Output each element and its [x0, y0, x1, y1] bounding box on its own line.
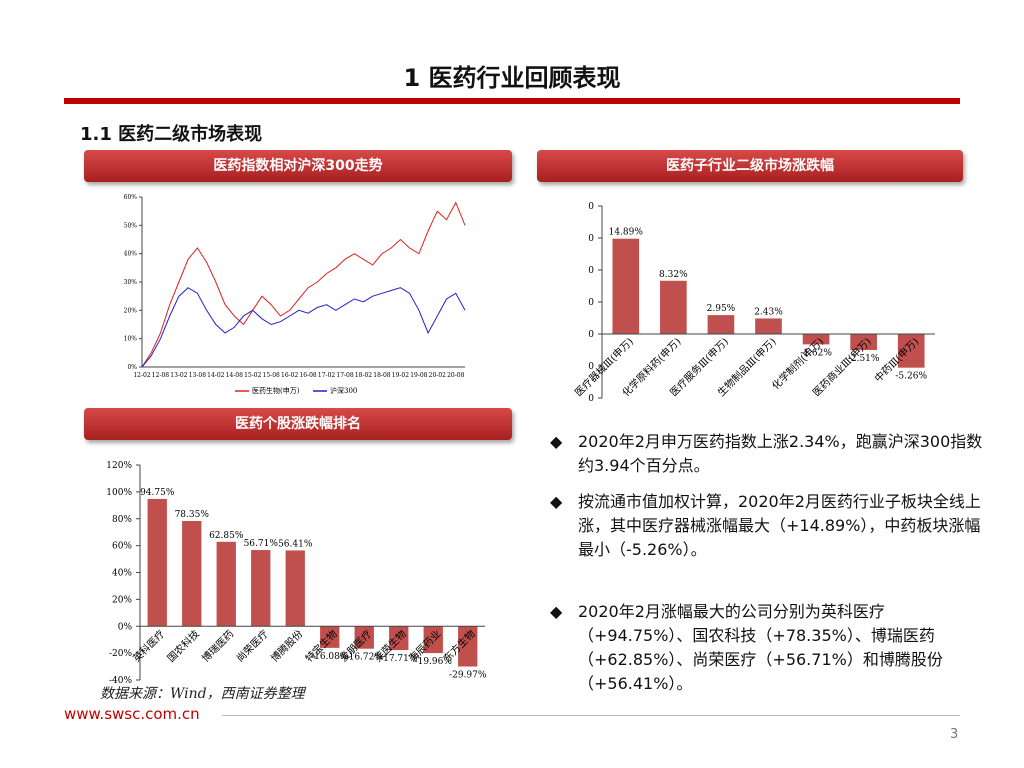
value-label: 2.43%	[754, 307, 783, 317]
legend-label: 沪深300	[330, 386, 357, 395]
value-label: 56.71%	[244, 539, 279, 549]
y-tick-label: 80%	[112, 515, 132, 525]
bar	[423, 626, 443, 654]
y-tick-label: 60%	[112, 542, 132, 552]
title-rule	[64, 98, 960, 104]
y-tick-label: 0	[588, 234, 594, 244]
x-tick-label: 19-02	[392, 372, 409, 379]
value-label: 56.41%	[278, 539, 313, 549]
bar	[755, 318, 782, 334]
x-tick-label: 16-08	[299, 372, 316, 379]
x-tick-label: 20-02	[429, 372, 446, 379]
y-tick-label: 0	[588, 330, 594, 340]
bar	[458, 626, 478, 667]
bar	[216, 541, 236, 627]
bar	[850, 334, 877, 351]
y-tick-label: 40%	[112, 569, 132, 579]
value-label: -2.51%	[848, 354, 880, 364]
y-tick-label: -20%	[109, 649, 132, 659]
source-note: 数据来源：Wind，西南证券整理	[100, 686, 305, 702]
x-tick-label: 16-02	[281, 372, 298, 379]
value-label: 94.75%	[140, 488, 175, 498]
x-tick-label: 12-02	[133, 372, 150, 379]
y-tick-label: 50%	[124, 222, 138, 229]
value-label: -5.26%	[895, 372, 927, 382]
bullet: 2020年2月涨幅最大的公司分别为英科医疗（+94.75%）、国农科技（+78.…	[550, 600, 988, 696]
y-tick-label: 0	[588, 394, 594, 404]
bar	[897, 334, 925, 368]
panel-header: 医药指数相对沪深300走势	[84, 150, 512, 182]
y-tick-label: 10%	[124, 336, 138, 343]
value-label: 62.85%	[209, 531, 244, 541]
y-tick-label: 0%	[118, 622, 133, 632]
bar	[285, 550, 305, 627]
x-tick-label: 19-08	[410, 372, 427, 379]
x-tick-label: 博腾股份	[268, 627, 305, 664]
x-tick-label: 英科医疗	[130, 627, 167, 664]
panel-header: 医药个股涨跌幅排名	[84, 408, 512, 440]
section-title: 1.1 医药二级市场表现	[80, 124, 263, 145]
value-label: -29.97%	[449, 671, 487, 681]
bar	[320, 626, 340, 648]
value-label: -17.71%	[380, 654, 418, 664]
y-tick-label: 0%	[127, 364, 137, 371]
bar	[354, 626, 374, 649]
x-tick-label: 尚荣医疗	[233, 627, 270, 664]
y-tick-label: 60%	[124, 194, 138, 201]
y-tick-label: 0	[588, 202, 594, 212]
bullet: 按流通市值加权计算，2020年2月医药行业子板块全线上涨，其中医疗器械涨幅最大（…	[550, 490, 988, 562]
y-tick-label: 30%	[124, 279, 138, 286]
bar	[707, 315, 735, 334]
x-tick-label: 20-08	[447, 372, 464, 379]
y-tick-label: 100%	[106, 488, 132, 498]
bar	[147, 498, 167, 627]
x-tick-label: 17-02	[318, 372, 335, 379]
slide-title: 1 医药行业回顾表现	[403, 64, 621, 92]
value-label: -1.62%	[800, 348, 832, 358]
footer-rule	[222, 715, 960, 716]
x-tick-label: 博瑞医药	[199, 627, 236, 664]
value-label: 2.95%	[707, 304, 736, 314]
value-label: -16.72%	[346, 653, 384, 663]
x-tick-label: 18-02	[355, 372, 372, 379]
data-line	[141, 287, 466, 368]
value-label: -19.96%	[415, 657, 453, 667]
bar	[389, 626, 409, 651]
x-tick-label: 13-02	[170, 372, 187, 379]
page-number: 3	[950, 727, 959, 742]
x-tick-label: 14-08	[226, 372, 243, 379]
panel-header: 医药子行业二级市场涨跌幅	[537, 150, 963, 182]
x-tick-label: 15-02	[244, 372, 261, 379]
data-line	[141, 201, 466, 368]
bar	[802, 334, 830, 345]
y-tick-label: 0	[588, 298, 594, 308]
y-tick-label: -40%	[109, 676, 132, 686]
y-tick-label: 0	[588, 362, 594, 372]
bar	[612, 238, 640, 334]
y-tick-label: 20%	[112, 595, 132, 605]
bar	[660, 280, 687, 334]
bullet: 2020年2月申万医药指数上涨2.34%，跑赢沪深300指数约3.94个百分点。	[550, 430, 988, 478]
x-tick-label: 15-08	[263, 372, 280, 379]
value-label: -16.08%	[311, 652, 349, 662]
y-tick-label: 40%	[124, 251, 138, 258]
value-label: 14.89%	[609, 228, 644, 238]
x-tick-label: 14-02	[207, 372, 224, 379]
y-tick-label: 0	[588, 266, 594, 276]
x-tick-label: 12-08	[152, 372, 169, 379]
y-tick-label: 120%	[106, 461, 132, 471]
footer-url: www.swsc.com.cn	[64, 705, 200, 723]
bar	[182, 520, 202, 627]
value-label: 78.35%	[175, 510, 210, 520]
x-tick-label: 17-08	[336, 372, 353, 379]
x-tick-label: 18-08	[373, 372, 390, 379]
legend-label: 医药生物(申万)	[252, 386, 300, 395]
value-label: 8.32%	[659, 270, 688, 280]
y-tick-label: 20%	[124, 307, 138, 314]
bar	[251, 550, 271, 627]
x-tick-label: 国农科技	[164, 627, 201, 664]
x-tick-label: 13-08	[189, 372, 206, 379]
